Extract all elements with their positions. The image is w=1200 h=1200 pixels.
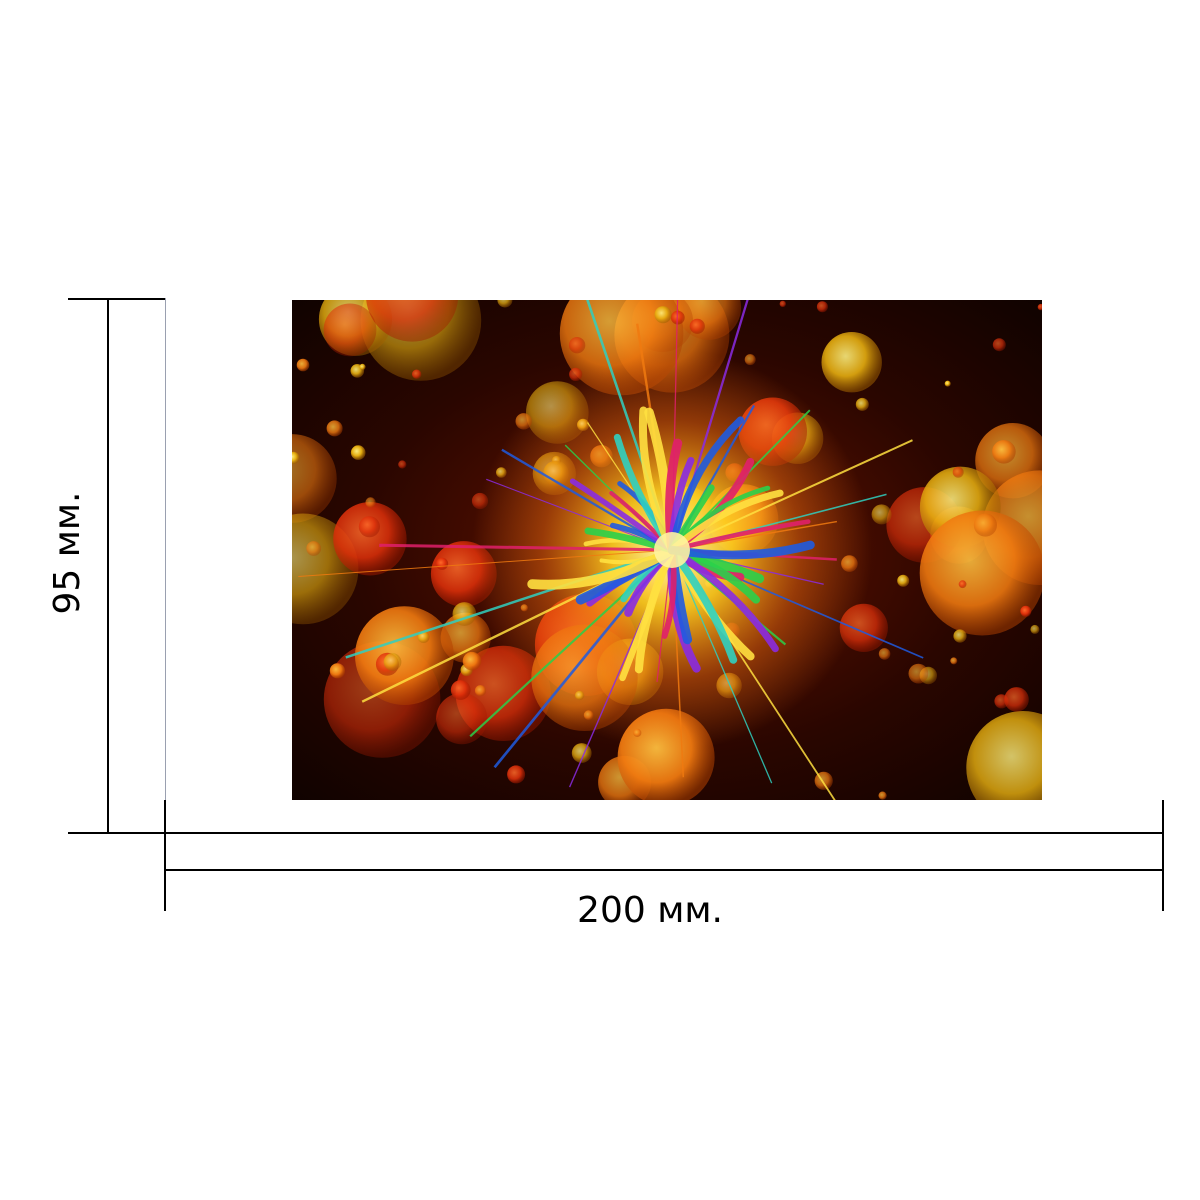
bokeh-dot bbox=[973, 513, 998, 537]
bokeh-dot bbox=[383, 653, 402, 671]
height-inner-guide-line bbox=[165, 298, 166, 834]
bokeh-circle bbox=[919, 510, 1042, 636]
bokeh-dot bbox=[958, 580, 967, 589]
thin-ray bbox=[379, 543, 673, 552]
bokeh-dot bbox=[350, 445, 366, 460]
bokeh-dot bbox=[497, 300, 513, 308]
bokeh-dot bbox=[779, 300, 786, 308]
thin-ray bbox=[671, 549, 773, 784]
bokeh-dot bbox=[412, 369, 422, 379]
bokeh-dot bbox=[871, 504, 892, 525]
petal-ray bbox=[668, 416, 745, 554]
bokeh-dot bbox=[944, 380, 951, 387]
bokeh-dot bbox=[992, 440, 1016, 464]
bokeh-dot bbox=[568, 337, 586, 354]
bokeh-circle bbox=[366, 300, 458, 342]
bokeh-dot bbox=[359, 363, 366, 370]
height-bottom-extension-line bbox=[68, 832, 166, 834]
bokeh-dot bbox=[436, 557, 449, 570]
width-dimension-line bbox=[164, 869, 1164, 871]
thin-ray bbox=[671, 439, 913, 551]
bokeh-dot bbox=[952, 466, 964, 478]
bokeh-circle bbox=[966, 711, 1042, 800]
bokeh-dot bbox=[329, 663, 345, 679]
artwork-image bbox=[292, 300, 1042, 800]
bokeh-dot bbox=[950, 657, 958, 665]
bokeh-dot bbox=[878, 648, 891, 660]
bokeh-circle bbox=[821, 332, 882, 393]
bokeh-dot bbox=[992, 338, 1006, 352]
bokeh-dot bbox=[816, 301, 828, 313]
bokeh-dot bbox=[953, 629, 967, 643]
bokeh-dot bbox=[292, 451, 300, 464]
bokeh-dot bbox=[398, 460, 407, 469]
bokeh-dot bbox=[897, 574, 910, 587]
bokeh-dot bbox=[365, 497, 376, 508]
bokeh-dot bbox=[1037, 303, 1042, 311]
thin-ray bbox=[345, 548, 673, 659]
starburst-center bbox=[654, 532, 690, 568]
bokeh-dot bbox=[462, 651, 482, 671]
width-right-extension-line bbox=[1162, 800, 1164, 911]
height-top-extension-line bbox=[68, 298, 166, 300]
bokeh-circle bbox=[323, 303, 377, 357]
bokeh-circle bbox=[436, 693, 488, 745]
width-left-extension-line bbox=[164, 800, 166, 911]
bokeh-dot bbox=[296, 358, 310, 372]
bokeh-circle bbox=[355, 606, 454, 705]
bokeh-dot bbox=[507, 765, 526, 784]
bokeh-dot bbox=[1004, 687, 1029, 712]
width-label: 200 мм. bbox=[577, 890, 723, 931]
bokeh-dot bbox=[908, 663, 929, 684]
height-label: 95 мм. bbox=[47, 491, 88, 615]
bokeh-dot bbox=[450, 680, 471, 700]
height-dimension-line bbox=[107, 298, 109, 834]
bokeh-dot bbox=[689, 318, 705, 334]
starburst-artwork bbox=[292, 300, 1042, 800]
width-top-guide-line bbox=[164, 832, 1164, 834]
bokeh-dot bbox=[358, 516, 380, 538]
bokeh-dot bbox=[1020, 605, 1032, 617]
bokeh-dot bbox=[306, 541, 322, 556]
bokeh-dot bbox=[1030, 624, 1040, 634]
bokeh-dot bbox=[878, 791, 887, 800]
bokeh-circle bbox=[333, 502, 407, 576]
bokeh-dot bbox=[474, 685, 487, 697]
thin-ray bbox=[298, 549, 673, 577]
bokeh-dot bbox=[855, 397, 869, 411]
bokeh-dot bbox=[326, 420, 343, 437]
bokeh-dot bbox=[654, 306, 672, 324]
bokeh-dot bbox=[744, 354, 756, 366]
bokeh-circle bbox=[292, 434, 337, 523]
